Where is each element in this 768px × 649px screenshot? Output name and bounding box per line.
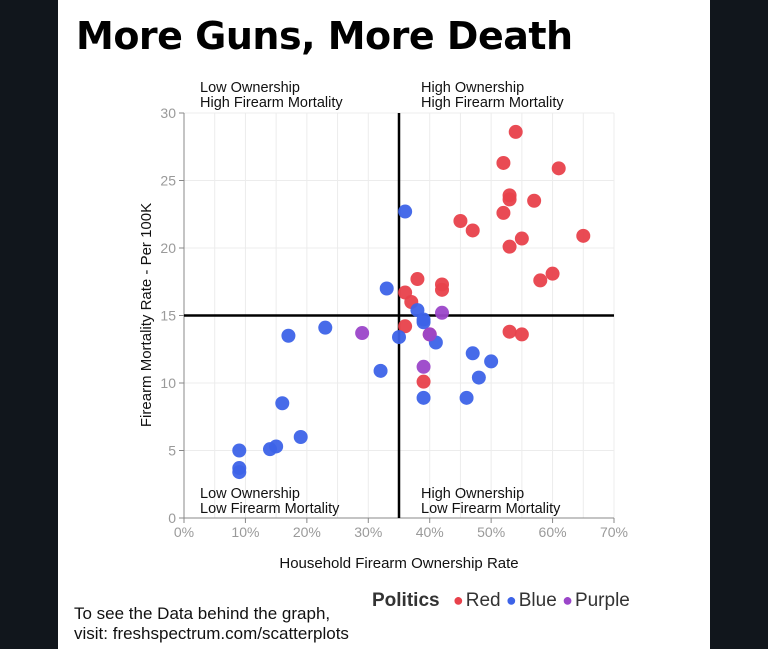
point-red (496, 205, 511, 220)
legend-item-red: ● Red (453, 590, 501, 611)
x-tick-label: 70% (600, 524, 628, 540)
quadrant-label-line: Low Firearm Mortality (421, 501, 561, 517)
point-red (514, 327, 529, 342)
point-purple (422, 327, 437, 342)
point-red (435, 282, 449, 297)
point-red (545, 266, 560, 281)
x-axis-label: Household Firearm Ownership Rate (279, 555, 518, 572)
point-blue (459, 390, 474, 405)
legend-label-purple: Purple (574, 590, 630, 611)
point-red (514, 231, 529, 246)
point-red (576, 228, 591, 243)
footer-line-1: To see the Data behind the graph, (74, 604, 331, 623)
quadrant-label-line: Low Firearm Mortality (200, 501, 340, 517)
point-blue (293, 430, 308, 444)
point-red (416, 374, 431, 389)
point-blue (416, 390, 431, 405)
quadrant-label-top-left: Low Ownership High Firearm Mortality (200, 80, 343, 111)
point-purple (355, 326, 370, 341)
point-red (527, 193, 542, 208)
quadrant-labels: Low Ownership High Firearm MortalityHigh … (200, 80, 564, 517)
legend-dot-red: ● (452, 590, 464, 610)
legend-dot-blue: ● (505, 590, 517, 610)
point-red (533, 273, 548, 288)
point-blue (465, 346, 480, 361)
x-tick-label: 40% (416, 524, 444, 540)
quadrant-label-bottom-right: High Ownership Low Firearm Mortality (421, 486, 561, 517)
legend-item-blue: ● Blue (506, 590, 557, 611)
point-red (551, 161, 566, 176)
legend-item-purple: ● Purple (562, 590, 630, 611)
x-tick-label: 30% (354, 524, 382, 540)
quadrant-label-bottom-left: Low Ownership Low Firearm Mortality (200, 486, 340, 517)
y-tick-label: 15 (160, 308, 176, 324)
quadrant-label-line: High Ownership (421, 486, 524, 502)
point-blue (416, 312, 431, 327)
point-red (502, 324, 517, 339)
point-blue (379, 281, 394, 296)
legend-label-red: Red (465, 590, 501, 611)
y-tick-label: 20 (160, 240, 176, 256)
point-red (465, 223, 480, 238)
legend: Politics ● Red ● Blue ● Purple (372, 590, 630, 612)
y-tick-label: 10 (160, 375, 176, 391)
point-blue (398, 204, 413, 219)
y-tick-label: 5 (168, 443, 176, 459)
tick-labels: 0% 10% 20% 30% 40% 50% 60% 70% 0 5 10 15 20 25 30 (160, 105, 628, 540)
point-red (502, 192, 517, 207)
y-axis-label: Firearm Mortality Rate - Per 100K (138, 203, 155, 427)
chart-card (58, 0, 710, 649)
point-red (453, 214, 468, 228)
point-red (502, 239, 517, 254)
point-blue (471, 370, 486, 385)
point-blue (232, 465, 247, 480)
point-blue (484, 354, 499, 369)
point-blue (373, 363, 388, 378)
y-tick-label: 30 (160, 105, 176, 121)
x-tick-label: 60% (539, 524, 567, 540)
quadrant-label-line: High Firearm Mortality (421, 95, 564, 111)
point-red (410, 272, 425, 287)
x-tick-label: 0% (174, 524, 194, 540)
point-red (496, 155, 511, 170)
quadrant-label-line: Low Ownership (200, 80, 300, 96)
quadrant-dividers (184, 113, 614, 518)
quadrant-label-line: High Ownership (421, 80, 524, 96)
page-title: More Guns, More Death (76, 14, 573, 58)
quadrant-label-line: Low Ownership (200, 486, 300, 502)
point-blue (275, 396, 290, 411)
quadrant-label-line: High Firearm Mortality (200, 95, 343, 111)
point-purple (416, 359, 431, 374)
point-red (398, 319, 413, 334)
quadrant-label-top-right: High Ownership High Firearm Mortality (421, 80, 564, 111)
point-blue (392, 330, 406, 345)
x-tick-label: 50% (477, 524, 505, 540)
point-purple (435, 305, 449, 320)
point-blue (318, 320, 333, 335)
point-red (508, 124, 523, 139)
legend-title: Politics (372, 590, 440, 611)
legend-label-blue: Blue (518, 590, 557, 611)
footer-line-2: visit: freshspectrum.com/scatterplots (74, 624, 349, 643)
point-blue (281, 328, 296, 343)
x-tick-label: 20% (293, 524, 321, 540)
y-tick-label: 0 (168, 510, 176, 526)
point-blue (263, 442, 277, 457)
footer-note: To see the Data behind the graph, visit:… (74, 604, 349, 644)
data-points (232, 124, 591, 480)
x-tick-label: 10% (231, 524, 259, 540)
legend-dot-purple: ● (562, 590, 573, 610)
point-blue (232, 443, 247, 458)
y-tick-label: 25 (160, 173, 176, 189)
